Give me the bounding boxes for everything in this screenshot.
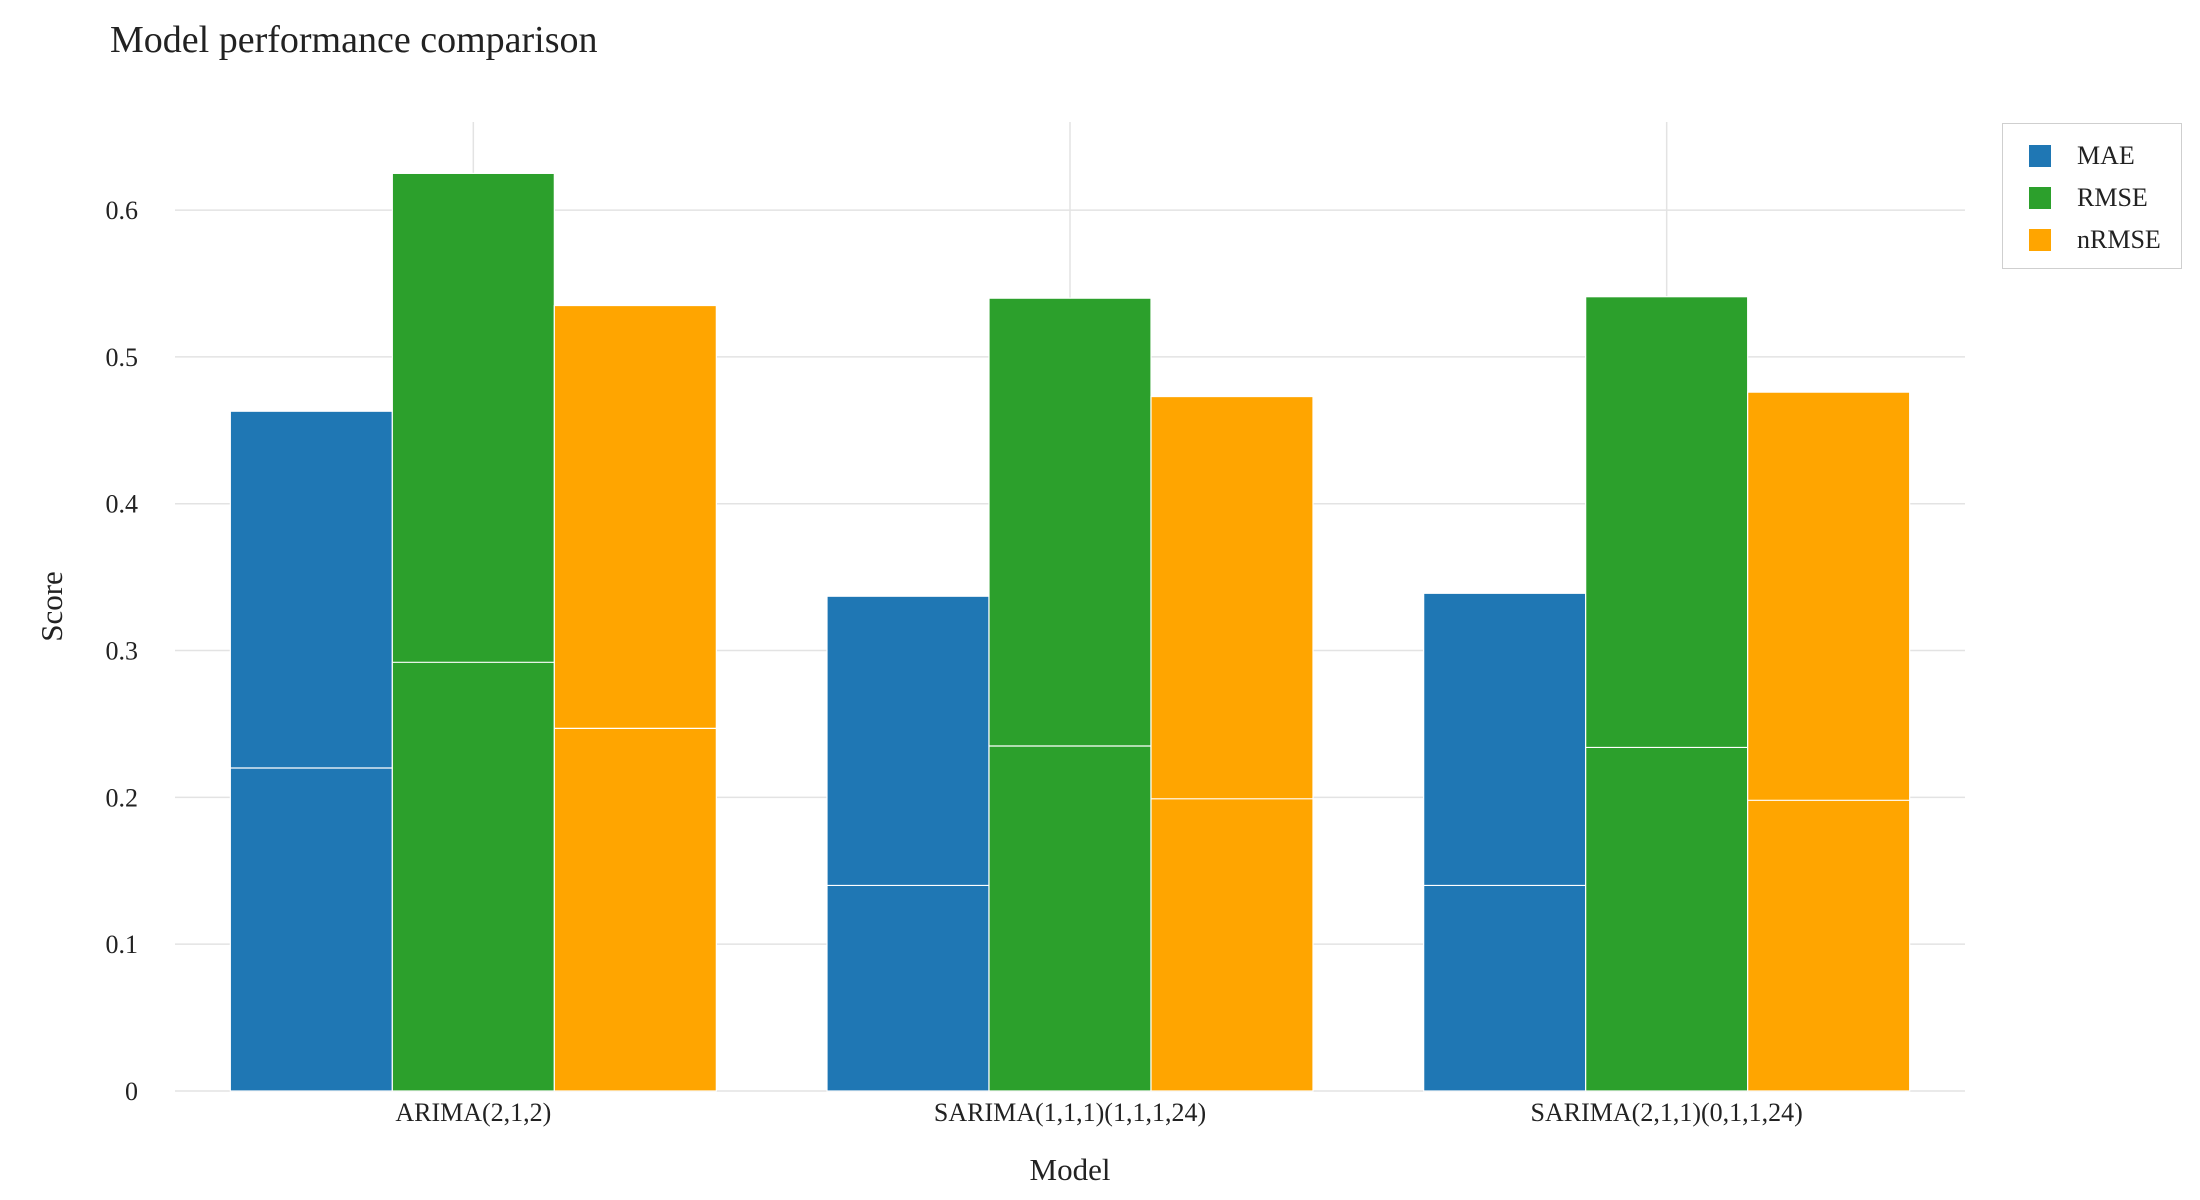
- y-tick-label: 0.4: [106, 490, 139, 519]
- y-tick-label: 0.3: [106, 637, 139, 666]
- bar-mae: [229, 410, 393, 1092]
- x-tick-label: ARIMA(2,1,2): [395, 1098, 551, 1127]
- bar-nrmse: [1150, 395, 1314, 1092]
- legend-label-nrmse: nRMSE: [2077, 225, 2161, 254]
- legend-item-mae: MAE: [2029, 136, 2135, 176]
- bar-nrmse: [1747, 391, 1911, 1092]
- legend-item-rmse: RMSE: [2029, 178, 2148, 218]
- legend-swatch-nrmse: [2029, 229, 2051, 251]
- x-axis-label: Model: [1030, 1152, 1111, 1187]
- bar-nrmse: [553, 304, 717, 1092]
- bar-rmse: [1585, 296, 1749, 1092]
- legend-item-nrmse: nRMSE: [2029, 220, 2161, 260]
- y-tick-label: 0.2: [106, 783, 139, 812]
- x-tick-label: SARIMA(1,1,1)(1,1,1,24): [934, 1098, 1206, 1127]
- bar-rmse: [391, 172, 555, 1092]
- y-tick-label: 0.5: [106, 343, 139, 372]
- y-tick-label: 0: [125, 1077, 138, 1106]
- legend: MAE RMSE nRMSE: [2002, 123, 2182, 269]
- bar-mae: [826, 595, 990, 1092]
- legend-swatch-rmse: [2029, 187, 2051, 209]
- legend-label-rmse: RMSE: [2077, 183, 2148, 212]
- y-axis-label: Score: [34, 571, 69, 642]
- bar-rmse: [988, 297, 1152, 1092]
- bar-mae: [1423, 592, 1587, 1092]
- legend-label-mae: MAE: [2077, 141, 2135, 170]
- chart-title: Model performance comparison: [110, 19, 598, 61]
- y-tick-label: 0.6: [106, 196, 139, 225]
- x-tick-label: SARIMA(2,1,1)(0,1,1,24): [1531, 1098, 1803, 1127]
- legend-swatch-mae: [2029, 145, 2051, 167]
- y-tick-label: 0.1: [106, 930, 139, 959]
